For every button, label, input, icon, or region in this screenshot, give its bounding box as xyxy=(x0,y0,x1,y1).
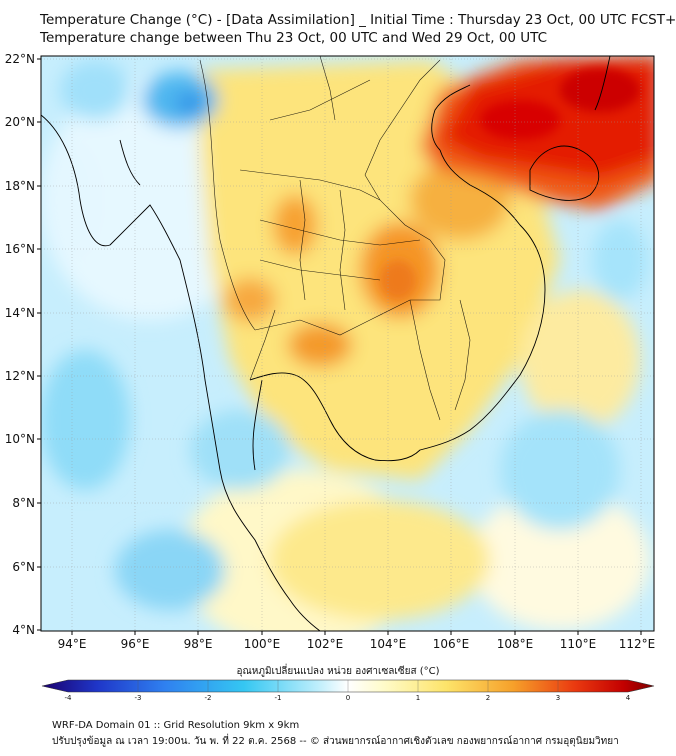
lat-label: 22°N xyxy=(5,52,35,66)
lon-label: 110°E xyxy=(560,637,597,651)
lat-label: 18°N xyxy=(5,179,35,193)
lat-label: 4°N xyxy=(12,623,35,637)
colorbar-tick: 3 xyxy=(556,694,560,702)
colorbar: -4 -3 -2 -1 0 1 2 3 4 xyxy=(41,679,655,702)
colorbar-tick: -2 xyxy=(205,694,212,702)
lon-label: 98°E xyxy=(184,637,213,651)
lat-label: 10°N xyxy=(5,432,35,446)
colorbar-tick: -1 xyxy=(275,694,282,702)
lon-label: 106°E xyxy=(433,637,470,651)
colorbar-tick: -3 xyxy=(135,694,142,702)
chart-title: Temperature Change (°C) - [Data Assimila… xyxy=(40,12,676,28)
lon-label: 108°E xyxy=(497,637,534,651)
lat-label: 20°N xyxy=(5,115,35,129)
lon-label: 100°E xyxy=(244,637,281,651)
footer-credit: ปรับปรุงข้อมูล ณ เวลา 19:00น. วัน พ. ที่… xyxy=(52,736,619,747)
lat-label: 6°N xyxy=(12,560,35,574)
lon-label: 102°E xyxy=(307,637,344,651)
lat-label: 12°N xyxy=(5,369,35,383)
lat-label: 8°N xyxy=(12,496,35,510)
lon-label: 104°E xyxy=(370,637,407,651)
colorbar-tick: 1 xyxy=(416,694,420,702)
colorbar-title: อุณหภูมิเปลี่ยนแปลง หน่วย องศาเซลเซียส (… xyxy=(236,666,440,677)
lat-label: 14°N xyxy=(5,306,35,320)
footer-model-info: WRF-DA Domain 01 :: Grid Resolution 9km … xyxy=(52,720,300,731)
map-frame xyxy=(40,55,655,632)
colorbar-tick: 2 xyxy=(486,694,490,702)
lon-label: 112°E xyxy=(619,637,656,651)
colorbar-tick: -4 xyxy=(65,694,73,702)
lon-label: 94°E xyxy=(58,637,87,651)
graticule xyxy=(41,56,654,631)
colorbar-tick: 4 xyxy=(626,694,631,702)
province-borders xyxy=(199,56,471,421)
lat-label: 16°N xyxy=(5,242,35,256)
lon-label: 96°E xyxy=(121,637,150,651)
chart-subtitle: Temperature change between Thu 23 Oct, 0… xyxy=(40,30,548,46)
colorbar-tick: 0 xyxy=(346,694,350,702)
temperature-field xyxy=(41,56,654,631)
